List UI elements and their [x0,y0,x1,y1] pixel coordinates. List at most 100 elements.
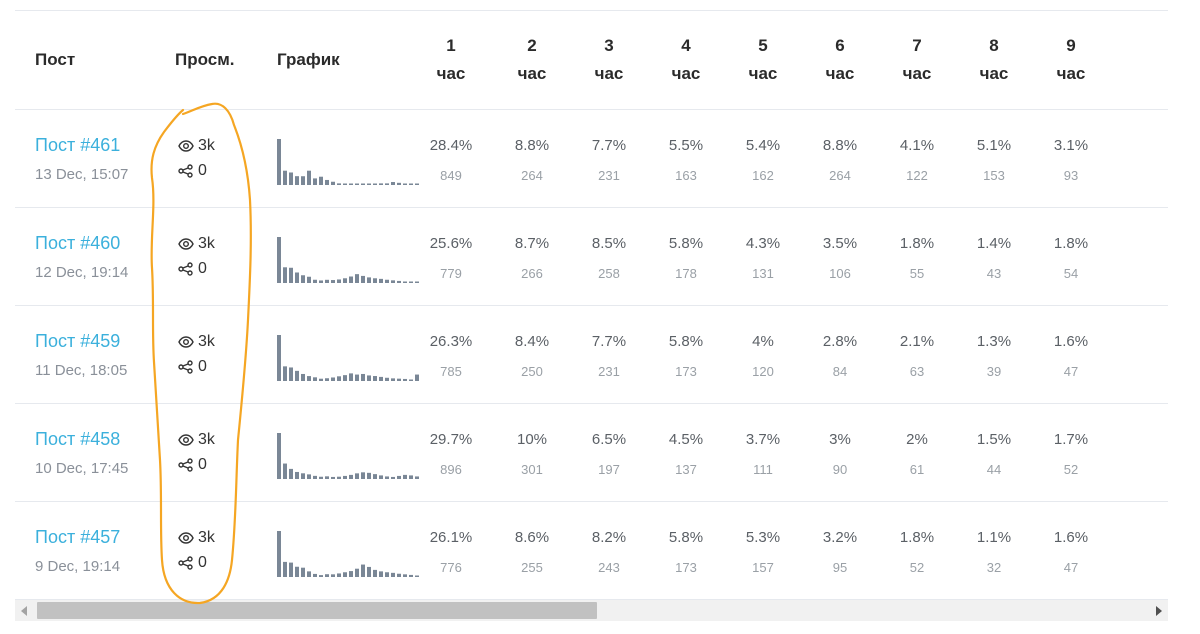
header-hour-3[interactable]: 3 час [574,11,644,109]
sparkline-bar [277,531,281,577]
hour-count: 54 [1063,266,1079,281]
sparkline-bar [319,176,323,185]
hour-percent: 5.8% [668,235,704,252]
sparkline-bar [397,280,401,283]
hour-count: 173 [675,364,697,379]
sparkline-bar [319,476,323,479]
sparkline-bar [415,374,419,381]
header-post[interactable]: Пост [35,50,76,69]
sparkline-bar [361,183,365,185]
hour-unit: час [594,64,624,83]
hour-percent: 3.1% [1053,137,1089,154]
scroll-right-arrow-icon[interactable] [1156,606,1162,616]
post-link[interactable]: Пост #457 [35,527,121,547]
sparkline-bar [385,476,389,479]
sparkline-bar [397,378,401,381]
sparkline-bar [337,573,341,577]
header-hour-8[interactable]: 8 час [959,11,1029,109]
sparkline-bar [325,378,329,381]
eye-icon [178,433,194,447]
hour-percent: 1.1% [976,529,1012,546]
sparkline-bar [391,476,395,479]
sparkline-chart [277,531,419,577]
sparkline-bar [361,564,365,577]
sparkline-bar [289,267,293,283]
scroll-left-arrow-icon[interactable] [21,606,27,616]
sparkline-bar [391,572,395,577]
header-hour-4[interactable]: 4 час [651,11,721,109]
sparkline-bar [355,473,359,479]
sparkline-bar [283,170,287,185]
header-hour-5[interactable]: 5 час [728,11,798,109]
horizontal-scrollbar[interactable] [15,600,1168,621]
sparkline-bar [373,474,377,479]
sparkline-bar [349,183,353,185]
hour-unit: час [748,64,778,83]
header-views[interactable]: Просм. [175,50,235,69]
header-hour-7[interactable]: 7 час [882,11,952,109]
hour-percent: 5.8% [668,333,704,350]
sparkline-bar [367,375,371,381]
hour-count: 779 [440,266,462,281]
hour-count: 153 [983,168,1005,183]
header-hour-9[interactable]: 9 час [1036,11,1106,109]
header-hour-1[interactable]: 1 час [416,11,486,109]
hour-percent: 25.6% [429,235,473,252]
sparkline-bar [289,172,293,185]
sparkline-bar [397,475,401,479]
sparkline-bar [373,376,377,381]
sparkline-bar [403,474,407,479]
sparkline-bar [283,267,287,283]
sparkline-bar [289,367,293,381]
sparkline-bar [391,280,395,283]
hour-count: 264 [521,168,543,183]
sparkline-bar [397,573,401,577]
hour-percent: 1.5% [976,431,1012,448]
sparkline-bar [289,562,293,577]
scrollbar-thumb[interactable] [37,602,597,619]
sparkline-bar [325,574,329,577]
hour-percent: 4.3% [745,235,781,252]
table-row: Пост #459 11 Dec, 18:05 3k 0 26.3% 785 8.4% 250… [15,306,1168,404]
share-icon [178,262,194,276]
hour-number: 5 [758,36,768,55]
sparkline-bar [325,179,329,185]
post-link[interactable]: Пост #459 [35,331,121,351]
hour-percent: 7.7% [591,333,627,350]
hour-percent: 1.8% [899,529,935,546]
sparkline-bar [313,475,317,479]
hour-count: 231 [598,364,620,379]
sparkline-bar [385,572,389,577]
sparkline-bar [343,375,347,381]
post-link[interactable]: Пост #458 [35,429,121,449]
sparkline-bar [313,279,317,283]
hour-count: 264 [829,168,851,183]
hour-count: 90 [832,462,848,477]
sparkline-bar [379,183,383,185]
sparkline-bar [301,373,305,381]
hour-count: 178 [675,266,697,281]
eye-icon [178,531,194,545]
post-date: 13 Dec, 15:07 [35,166,129,183]
hour-count: 255 [521,560,543,575]
hour-percent: 2.8% [822,333,858,350]
hour-count: 61 [909,462,925,477]
sparkline-bar [331,574,335,577]
header-hour-2[interactable]: 2 час [497,11,567,109]
sparkline-bar [283,366,287,381]
post-link[interactable]: Пост #461 [35,135,121,155]
shares-value: 0 [198,260,207,277]
shares-count: 0 [178,260,207,278]
sparkline-bar [313,573,317,577]
hour-unit: час [436,64,466,83]
hour-percent: 29.7% [429,431,473,448]
hour-count: 93 [1063,168,1079,183]
hour-count: 849 [440,168,462,183]
header-hour-6[interactable]: 6 час [805,11,875,109]
sparkline-bar [295,176,299,185]
hour-count: 301 [521,462,543,477]
sparkline-bar [301,275,305,283]
post-link[interactable]: Пост #460 [35,233,121,253]
shares-value: 0 [198,456,207,473]
sparkline-bar [301,473,305,479]
